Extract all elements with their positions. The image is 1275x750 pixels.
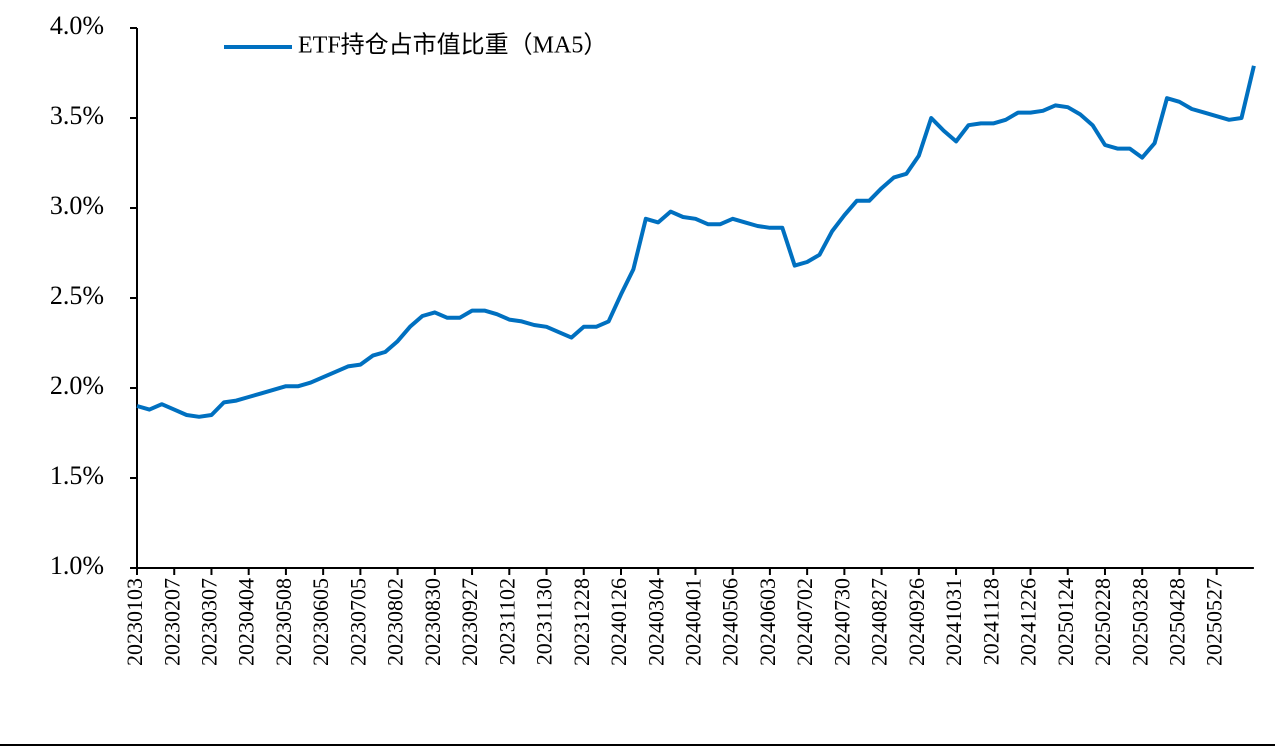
x-tick-label: 20230705 <box>345 578 370 666</box>
x-tick-label: 20230927 <box>457 578 482 666</box>
series-line <box>136 65 1256 419</box>
y-tick-label: 2.5% <box>50 281 104 310</box>
y-tick-label: 4.0% <box>50 11 104 40</box>
x-tick-label: 20240603 <box>755 578 780 666</box>
y-tick-label: 2.0% <box>50 371 104 400</box>
x-tick-label: 20240730 <box>829 578 854 666</box>
x-tick-label: 20230307 <box>197 578 222 666</box>
x-tick-label: 20231130 <box>532 578 557 665</box>
x-tick-label: 20240702 <box>792 578 817 666</box>
x-tick-label: 20241226 <box>1016 578 1041 666</box>
legend-label: ETF持仓占市值比重（MA5） <box>298 32 607 59</box>
x-tick-label: 20240506 <box>718 578 743 666</box>
x-tick-label: 20241128 <box>978 578 1003 665</box>
x-tick-label: 20231228 <box>569 578 594 666</box>
x-tick-label: 20230207 <box>159 578 184 666</box>
x-tick-label: 20250328 <box>1127 578 1152 666</box>
x-tick-label: 20230802 <box>383 578 408 666</box>
x-tick-label: 20250428 <box>1164 578 1189 666</box>
x-tick-label: 20240926 <box>904 578 929 666</box>
x-tick-label: 20230404 <box>234 578 259 666</box>
y-tick-label: 3.0% <box>50 191 104 220</box>
x-tick-label: 20240827 <box>867 578 892 666</box>
y-tick-label: 3.5% <box>50 101 104 130</box>
x-tick-label: 20230103 <box>122 578 147 666</box>
y-tick-label: 1.5% <box>50 461 104 490</box>
x-tick-label: 20230605 <box>308 578 333 666</box>
x-tick-label: 20250527 <box>1202 578 1227 666</box>
x-tick-label: 20240126 <box>606 578 631 666</box>
x-tick-label: 20240304 <box>643 578 668 666</box>
y-tick-label: 1.0% <box>50 551 104 580</box>
x-tick-label: 20241031 <box>941 578 966 666</box>
x-tick-label: 20230508 <box>271 578 296 666</box>
x-tick-label: 20240401 <box>680 578 705 666</box>
x-tick-label: 20250228 <box>1090 578 1115 666</box>
x-tick-label: 20230830 <box>420 578 445 666</box>
x-tick-label: 20250124 <box>1053 578 1078 666</box>
x-tick-label: 20231102 <box>494 578 519 665</box>
